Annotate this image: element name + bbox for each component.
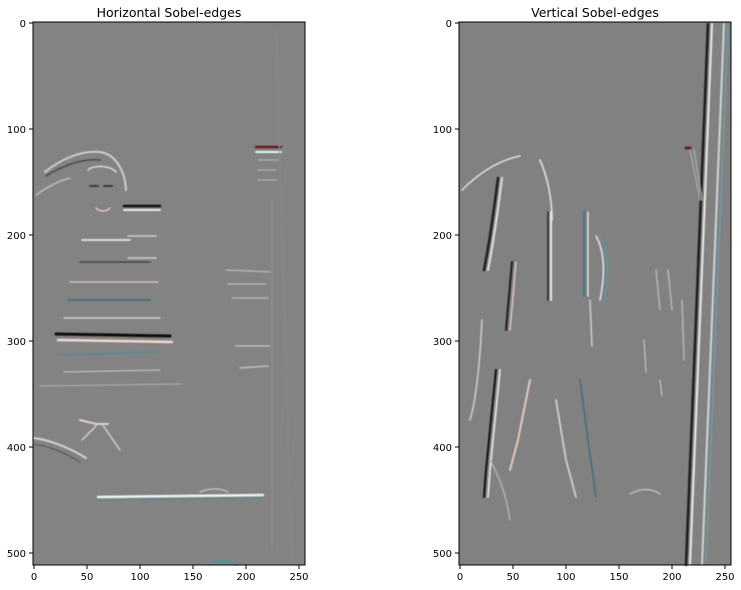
svg-text:400: 400 <box>7 443 26 454</box>
x-tick: 0 <box>31 565 37 583</box>
svg-text:50: 50 <box>81 572 94 583</box>
y-tick: 200 <box>433 231 459 242</box>
y-tick: 100 <box>7 125 33 136</box>
x-tick: 200 <box>236 565 256 583</box>
horizontal-sobel-image <box>32 21 306 566</box>
svg-text:0: 0 <box>31 572 37 583</box>
x-tick: 100 <box>130 565 150 583</box>
y-tick: 100 <box>433 125 459 136</box>
y-tick: 500 <box>7 549 33 560</box>
svg-text:100: 100 <box>7 125 26 136</box>
svg-text:100: 100 <box>433 125 452 136</box>
vertical-panel-axis: 0 50 100 150 200 250 0 100 200 300 400 5… <box>433 19 735 583</box>
svg-text:50: 50 <box>507 572 520 583</box>
panel-title-vertical: Vertical Sobel-edges <box>531 5 659 20</box>
x-tick: 250 <box>289 565 309 583</box>
svg-text:0: 0 <box>446 19 452 30</box>
svg-text:200: 200 <box>662 572 681 583</box>
horizontal-sobel-panel: Horizontal Sobel-edges <box>7 5 309 583</box>
x-tick: 50 <box>507 565 520 583</box>
svg-text:0: 0 <box>457 572 463 583</box>
y-tick: 0 <box>446 19 459 30</box>
x-tick: 50 <box>81 565 94 583</box>
x-tick: 150 <box>183 565 203 583</box>
svg-text:200: 200 <box>433 231 452 242</box>
y-tick: 200 <box>7 231 33 242</box>
vertical-sobel-image <box>458 21 732 567</box>
svg-text:200: 200 <box>236 572 255 583</box>
x-tick: 250 <box>715 565 735 583</box>
y-tick: 0 <box>20 19 33 30</box>
svg-text:100: 100 <box>556 572 575 583</box>
svg-text:150: 150 <box>183 572 202 583</box>
x-tick: 200 <box>662 565 682 583</box>
svg-text:200: 200 <box>7 231 26 242</box>
y-tick: 300 <box>7 337 33 348</box>
svg-text:300: 300 <box>433 337 452 348</box>
vertical-sobel-panel: Vertical Sobel-edges <box>433 5 735 583</box>
panel-title-horizontal: Horizontal Sobel-edges <box>97 5 242 20</box>
svg-text:0: 0 <box>20 19 26 30</box>
svg-text:500: 500 <box>7 549 26 560</box>
svg-text:300: 300 <box>7 337 26 348</box>
y-tick: 400 <box>433 443 459 454</box>
svg-text:500: 500 <box>433 549 452 560</box>
x-tick: 0 <box>457 565 463 583</box>
svg-text:250: 250 <box>715 572 734 583</box>
x-tick: 100 <box>556 565 576 583</box>
svg-text:150: 150 <box>609 572 628 583</box>
x-tick: 150 <box>609 565 629 583</box>
svg-text:400: 400 <box>433 443 452 454</box>
svg-text:100: 100 <box>130 572 149 583</box>
horizontal-panel-axis: 0 50 100 150 200 250 0 100 200 300 400 5… <box>7 19 309 583</box>
y-tick: 400 <box>7 443 33 454</box>
y-tick: 300 <box>433 337 459 348</box>
y-tick: 500 <box>433 549 459 560</box>
svg-text:250: 250 <box>289 572 308 583</box>
